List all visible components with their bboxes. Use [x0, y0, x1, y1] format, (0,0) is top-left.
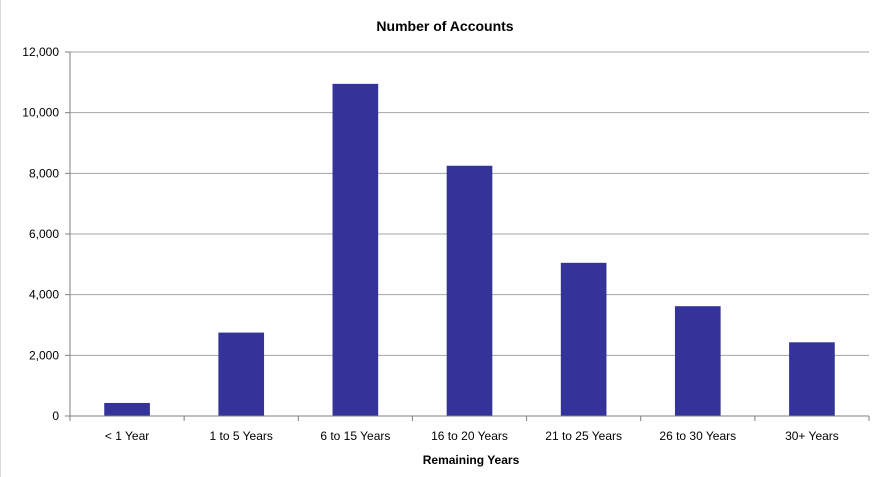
y-tick-label: 2,000 — [29, 348, 59, 362]
axes — [69, 52, 869, 417]
x-tick-label: 16 to 20 Years — [431, 429, 508, 443]
bar — [104, 402, 150, 416]
y-axis-ticks: 0 2,000 4,000 6,000 8,000 10,000 12,000 — [22, 45, 70, 423]
x-tick-label: < 1 Year — [105, 429, 149, 443]
x-axis-ticks: < 1 Year 1 to 5 Years 6 to 15 Years 16 to 2… — [69, 416, 870, 443]
y-tick-label: 10,000 — [22, 106, 59, 120]
y-tick-label: 12,000 — [22, 45, 59, 59]
bars — [104, 83, 835, 416]
bar — [218, 332, 265, 416]
bar — [446, 165, 493, 416]
x-tick-label: 26 to 30 Years — [659, 429, 736, 443]
bar — [789, 342, 835, 416]
bar — [674, 306, 721, 416]
y-tick-label: 4,000 — [29, 288, 59, 302]
x-tick-label: 6 to 15 Years — [320, 429, 390, 443]
x-tick-label: 21 to 25 Years — [545, 429, 622, 443]
y-tick-label: 0 — [52, 409, 59, 423]
x-tick-label: 30+ Years — [785, 429, 839, 443]
bar — [332, 83, 379, 416]
y-tick-label: 6,000 — [29, 227, 59, 241]
y-tick-label: 8,000 — [29, 166, 59, 180]
x-tick-label: 1 to 5 Years — [210, 429, 273, 443]
chart-title: Number of Accounts — [376, 18, 513, 34]
x-axis-title: Remaining Years — [423, 453, 520, 467]
bar — [560, 262, 607, 416]
